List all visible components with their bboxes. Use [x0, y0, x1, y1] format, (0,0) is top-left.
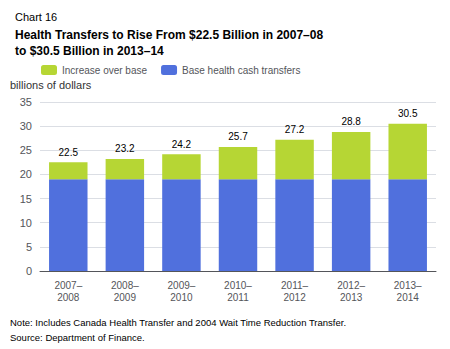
svg-text:2012–: 2012–	[337, 280, 365, 291]
svg-text:Note: Includes Canada Health T: Note: Includes Canada Health Transfer an…	[10, 317, 346, 328]
svg-text:25.7: 25.7	[228, 131, 248, 142]
svg-text:Chart 16: Chart 16	[15, 11, 57, 23]
svg-text:22.5: 22.5	[59, 147, 79, 158]
svg-text:35: 35	[20, 96, 32, 108]
svg-text:2010–: 2010–	[224, 280, 252, 291]
svg-text:2014: 2014	[397, 292, 420, 303]
svg-text:2009–: 2009–	[168, 280, 196, 291]
svg-text:25: 25	[20, 144, 32, 156]
svg-text:2011: 2011	[227, 292, 249, 303]
svg-text:10: 10	[20, 217, 32, 229]
svg-text:23.2: 23.2	[115, 143, 135, 154]
svg-text:27.2: 27.2	[285, 124, 305, 135]
svg-text:30.5: 30.5	[398, 108, 418, 119]
svg-text:20: 20	[20, 168, 32, 180]
svg-text:5: 5	[26, 241, 32, 253]
svg-text:2009: 2009	[114, 292, 137, 303]
svg-text:Health Transfers to Rise From: Health Transfers to Rise From $22.5 Bill…	[15, 28, 323, 42]
svg-text:30: 30	[20, 120, 32, 132]
svg-text:2008: 2008	[57, 292, 80, 303]
svg-text:Base health cash transfers: Base health cash transfers	[182, 65, 300, 76]
svg-text:24.2: 24.2	[172, 139, 192, 150]
svg-text:2007–: 2007–	[54, 280, 82, 291]
svg-text:2010: 2010	[170, 292, 193, 303]
svg-text:2011–: 2011–	[281, 280, 309, 291]
svg-text:billions of dollars: billions of dollars	[10, 79, 92, 91]
svg-text:15: 15	[20, 193, 32, 205]
svg-text:2008–: 2008–	[111, 280, 139, 291]
svg-text:Source: Department of Finance.: Source: Department of Finance.	[10, 332, 145, 343]
svg-text:0: 0	[26, 265, 32, 277]
svg-text:28.8: 28.8	[341, 116, 361, 127]
svg-text:2013: 2013	[340, 292, 363, 303]
svg-text:to $30.5 Billion in 2013–14: to $30.5 Billion in 2013–14	[15, 44, 164, 58]
svg-text:Increase over base: Increase over base	[62, 65, 147, 76]
svg-text:2012: 2012	[283, 292, 306, 303]
svg-text:2013–: 2013–	[394, 280, 422, 291]
